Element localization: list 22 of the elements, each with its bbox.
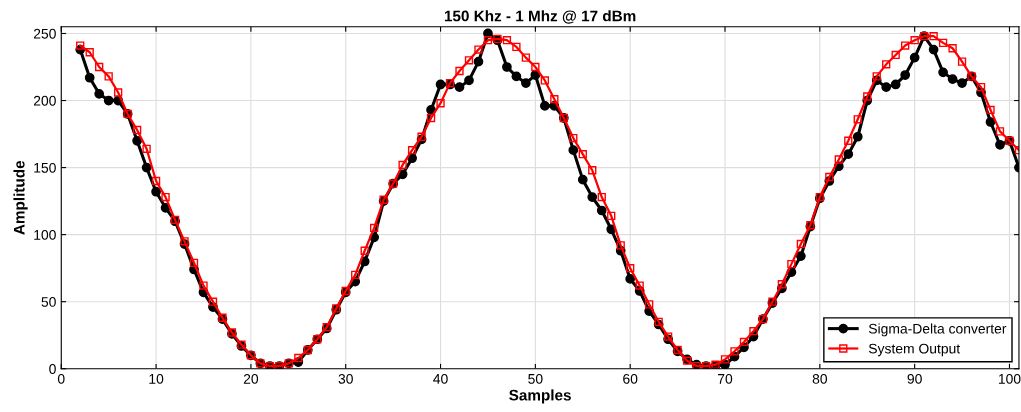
- x-tick-label: 10: [149, 373, 164, 384]
- x-tick-label: 0: [57, 373, 65, 384]
- x-tick-label: 40: [433, 373, 448, 384]
- y-tick-label: 0: [49, 364, 56, 374]
- y-tick-label: 250: [33, 28, 56, 39]
- y-tick-label: 50: [41, 297, 56, 307]
- x-tick-label: 100: [998, 373, 1021, 384]
- y-tick-label: 200: [33, 95, 56, 106]
- legend-label: Sigma-Delta converter: [868, 323, 1007, 337]
- x-tick-label: 20: [243, 373, 259, 384]
- x-tick-label: 80: [812, 373, 828, 384]
- x-tick-label: 30: [338, 373, 353, 384]
- x-axis-title: Samples: [509, 389, 571, 404]
- legend-label: System Output: [868, 343, 961, 357]
- chart-title: 150 Khz - 1 Mhz @ 17 dBm: [444, 10, 636, 24]
- y-tick-label: 100: [34, 229, 56, 240]
- y-tick-label: 150: [34, 162, 56, 173]
- x-tick-label: 70: [718, 373, 733, 384]
- x-tick-label: 60: [623, 373, 638, 384]
- x-tick-label: 50: [528, 373, 543, 384]
- y-axis-title: Amplitude: [13, 160, 28, 235]
- x-tick-label: 90: [907, 373, 922, 384]
